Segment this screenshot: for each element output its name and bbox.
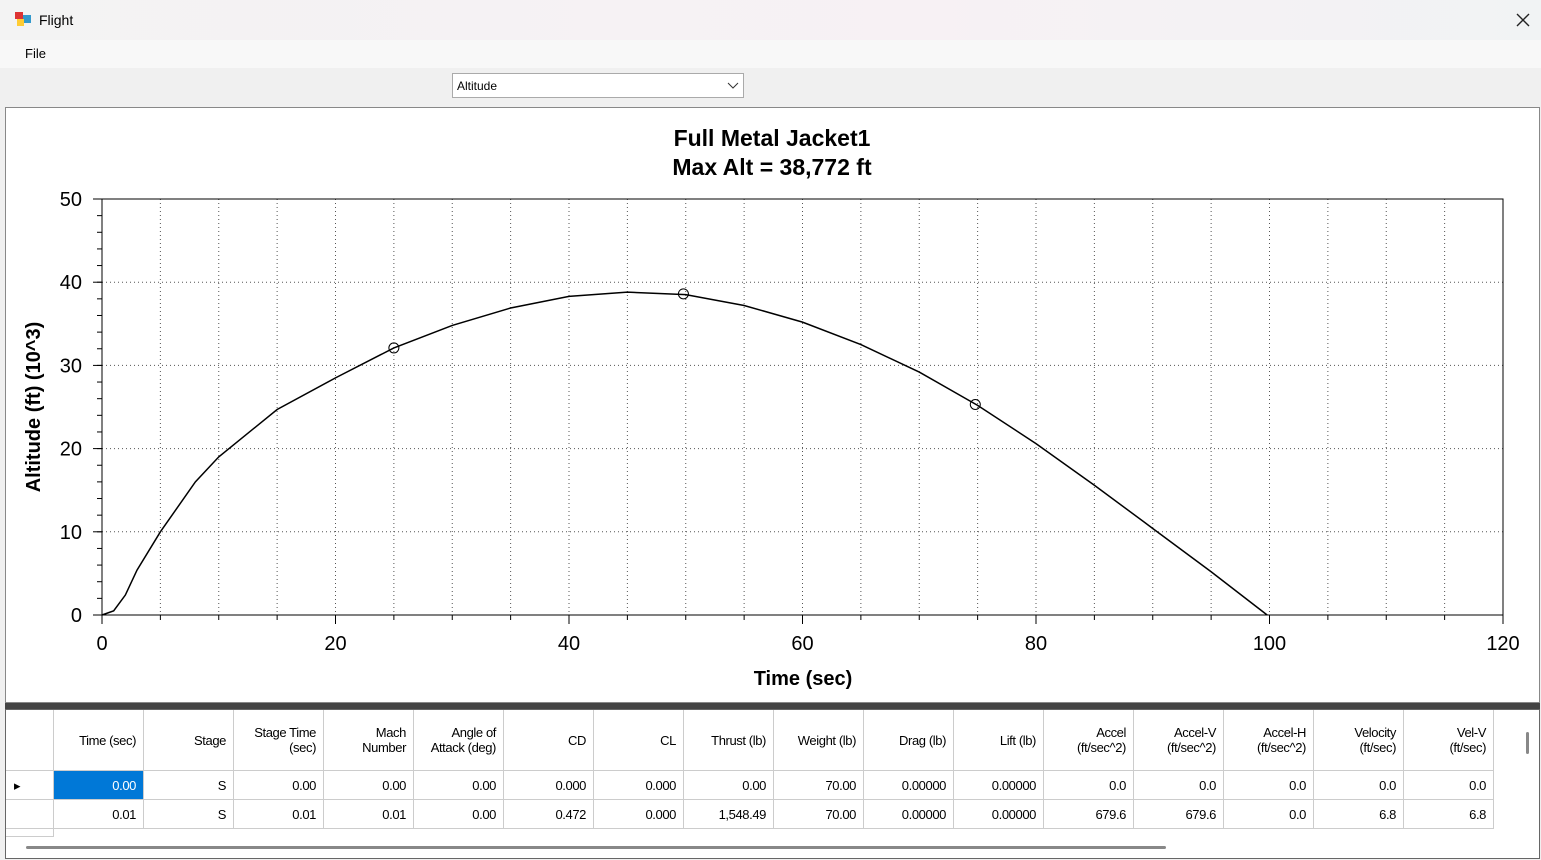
menu-item[interactable]: File bbox=[25, 46, 46, 61]
cell[interactable]: 0.01 bbox=[54, 800, 144, 829]
column-header[interactable]: Drag (lb) bbox=[864, 710, 954, 771]
x-tick-label: 120 bbox=[1486, 633, 1519, 655]
column-header[interactable]: CD bbox=[504, 710, 594, 771]
cell[interactable]: 0.00000 bbox=[954, 771, 1044, 800]
cell[interactable]: 0.00000 bbox=[864, 771, 954, 800]
column-header[interactable]: Vel-V (ft/sec) bbox=[1404, 710, 1494, 771]
column-header[interactable]: Lift (lb) bbox=[954, 710, 1044, 771]
column-header[interactable]: Stage Time (sec) bbox=[234, 710, 324, 771]
cell[interactable]: 6.8 bbox=[1314, 800, 1404, 829]
close-button[interactable] bbox=[1515, 12, 1531, 28]
app-icon bbox=[15, 12, 31, 26]
window-title: Flight bbox=[39, 12, 74, 28]
column-header[interactable]: Thrust (lb) bbox=[684, 710, 774, 771]
cell[interactable]: 0.000 bbox=[594, 800, 684, 829]
column-header[interactable]: Accel (ft/sec^2) bbox=[1044, 710, 1134, 771]
y-tick-label: 50 bbox=[60, 189, 82, 211]
cell[interactable]: 679.6 bbox=[1044, 800, 1134, 829]
y-axis-label: Altitude (ft) (10^3) bbox=[23, 322, 45, 493]
chart-panel bbox=[5, 107, 1540, 703]
column-header[interactable]: CL bbox=[594, 710, 684, 771]
cell[interactable]: 0.0 bbox=[1224, 771, 1314, 800]
chart-subtitle: Max Alt = 38,772 ft bbox=[672, 154, 872, 180]
marker bbox=[969, 399, 981, 411]
corner bbox=[6, 710, 54, 771]
column-header[interactable]: Accel-H (ft/sec^2) bbox=[1224, 710, 1314, 771]
marker bbox=[388, 342, 400, 354]
cell[interactable]: 679.6 bbox=[1134, 800, 1224, 829]
cell[interactable]: 0.0 bbox=[1134, 771, 1224, 800]
cell[interactable]: 1,548.49 bbox=[684, 800, 774, 829]
splitter[interactable] bbox=[5, 703, 1540, 709]
cell[interactable]: 70.00 bbox=[774, 800, 864, 829]
dropdown-arrow bbox=[727, 82, 739, 89]
title-bar: Flight bbox=[0, 0, 1541, 40]
plot-frame bbox=[101, 198, 1504, 616]
x-tick-label: 80 bbox=[1025, 633, 1047, 655]
dropdown-value: Altitude bbox=[457, 79, 498, 93]
cell[interactable]: 6.8 bbox=[1404, 800, 1494, 829]
cell[interactable]: 0.0 bbox=[1314, 771, 1404, 800]
row-header bbox=[6, 829, 54, 837]
cell[interactable]: 0.00000 bbox=[954, 800, 1044, 829]
marker bbox=[677, 288, 689, 300]
cell[interactable]: 0.00 bbox=[684, 771, 774, 800]
cell[interactable]: 0.00000 bbox=[864, 800, 954, 829]
data-grid: Time (sec) Stage Stage Time (sec) Mach Numb… bbox=[5, 709, 1540, 859]
cell[interactable]: 0.000 bbox=[504, 771, 594, 800]
x-tick-label: 60 bbox=[791, 633, 813, 655]
line bbox=[101, 291, 1268, 616]
y-tick-label: 30 bbox=[60, 355, 82, 377]
cell[interactable]: 0.00 bbox=[324, 771, 414, 800]
cell[interactable]: 0.0 bbox=[1224, 800, 1314, 829]
y-tick-label: 40 bbox=[60, 272, 82, 294]
chart-title: Full Metal Jacket1 bbox=[674, 125, 871, 151]
cell[interactable]: 0.01 bbox=[234, 800, 324, 829]
cell[interactable]: S bbox=[144, 800, 234, 829]
row-header: ▸ bbox=[6, 771, 54, 800]
cell[interactable]: 0.472 bbox=[504, 800, 594, 829]
column-header[interactable]: Stage bbox=[144, 710, 234, 771]
column-header[interactable]: Mach Number bbox=[324, 710, 414, 771]
horizontal-scrollbar[interactable] bbox=[26, 846, 1166, 849]
cell[interactable]: 0.00 bbox=[414, 800, 504, 829]
column-header[interactable]: Accel-V (ft/sec^2) bbox=[1134, 710, 1224, 771]
cell[interactable]: 0.000 bbox=[594, 771, 684, 800]
column-header[interactable]: Angle of Attack (deg) bbox=[414, 710, 504, 771]
y-tick-label: 20 bbox=[60, 439, 82, 461]
x-tick-label: 20 bbox=[324, 633, 346, 655]
column-header[interactable]: Velocity (ft/sec) bbox=[1314, 710, 1404, 771]
cell[interactable]: 0.00 bbox=[234, 771, 324, 800]
cell[interactable]: 0.0 bbox=[1404, 771, 1494, 800]
menu-bar: File bbox=[0, 40, 1541, 68]
y-tick-label: 0 bbox=[71, 605, 82, 627]
vertical-scrollbar[interactable] bbox=[1526, 732, 1529, 754]
x-tick-label: 100 bbox=[1253, 633, 1286, 655]
column-header[interactable]: Weight (lb) bbox=[774, 710, 864, 771]
column-header[interactable]: Time (sec) bbox=[54, 710, 144, 771]
chart: Full Metal Jacket1 Max Alt = 38,772 ft T… bbox=[23, 125, 1520, 690]
cell[interactable]: 0.01 bbox=[324, 800, 414, 829]
x-tick-label: 0 bbox=[96, 633, 107, 655]
cell[interactable]: 0.00 bbox=[54, 771, 144, 800]
cell[interactable]: 0.00 bbox=[414, 771, 504, 800]
cell[interactable]: 0.0 bbox=[1044, 771, 1134, 800]
y-tick-label: 10 bbox=[60, 522, 82, 544]
dropdown[interactable]: Altitude bbox=[452, 73, 744, 98]
x-axis-label: Time (sec) bbox=[754, 668, 853, 690]
cell[interactable]: 70.00 bbox=[774, 771, 864, 800]
x-tick-label: 40 bbox=[558, 633, 580, 655]
row-header bbox=[6, 800, 54, 829]
cell[interactable]: S bbox=[144, 771, 234, 800]
